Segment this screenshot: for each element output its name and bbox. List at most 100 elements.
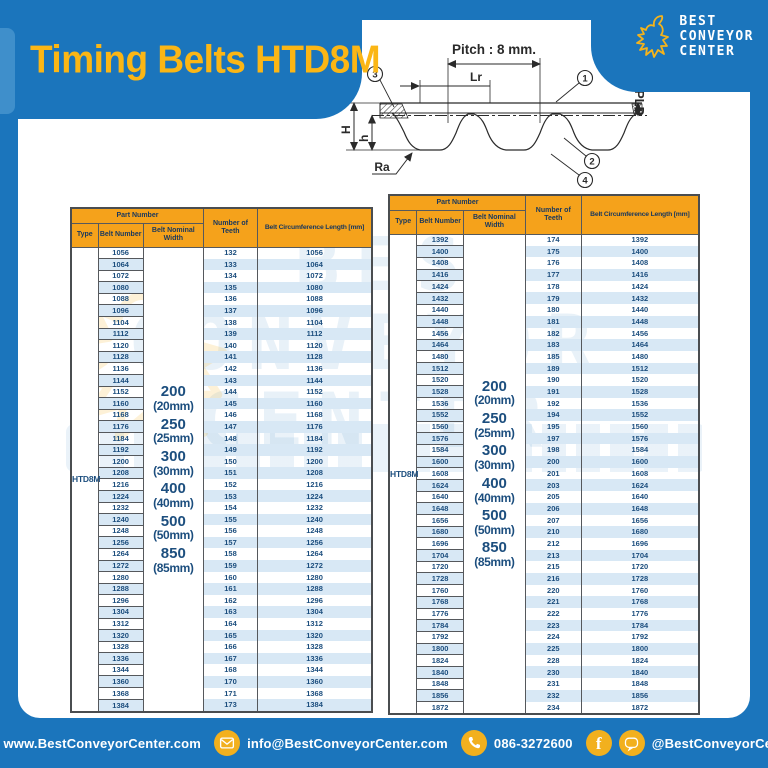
width-group: 500 (50mm) (153, 512, 194, 543)
width-group: 400 (40mm) (474, 474, 515, 505)
circumference-length-cell: 1184 (306, 433, 323, 443)
circumference-length-cell: 1416 (581, 269, 699, 281)
belt-number-cell: 1768 (416, 595, 464, 609)
circumference-length-cell: 1656 (631, 515, 649, 525)
belt-number-cell: 1272 (97, 559, 144, 573)
belt-number-cell: 1784 (416, 619, 464, 632)
footer-social-text: @BestConveyorCenter (651, 735, 768, 751)
belt-number-cell: 1384 (97, 698, 144, 713)
belt-number-cell: 1824 (416, 654, 464, 667)
circumference-length-cell: 1424 (631, 281, 649, 291)
type-header: Type (388, 209, 418, 235)
circumference-length-cell: 1584 (631, 445, 649, 455)
teeth-header: Number of Teeth (524, 194, 582, 235)
belt-number-cell: 1704 (416, 549, 464, 562)
teeth-count-cell: 139 (203, 328, 259, 340)
parts-table-right: Part Number Number of Teeth Belt Circumf… (388, 194, 700, 715)
footer-social[interactable]: f @BestConveyorCenter (585, 730, 768, 756)
footer-website[interactable]: www.BestConveyorCenter.com (0, 730, 201, 756)
teeth-count-cell: 225 (525, 643, 582, 655)
teeth-count-cell: 153 (203, 490, 259, 503)
teeth-count-cell: 152 (203, 478, 259, 491)
table-row: 1424 178 1424 (389, 280, 699, 293)
circumference-length-cell: 1728 (581, 572, 699, 585)
teeth-count-cell: 171 (203, 687, 259, 700)
table-row: 1704 213 1704 (389, 549, 699, 562)
footer-phone[interactable]: 086-3272600 (460, 730, 573, 756)
teeth-count-cell: 203 (525, 479, 582, 492)
callout-3: 3 (372, 70, 377, 81)
table-row: 1656 207 1656 (389, 514, 699, 527)
belt-number-cell: 1464 (416, 338, 464, 352)
width-group: 400 (40mm) (153, 480, 194, 510)
teeth-count-cell: 212 (525, 537, 582, 550)
teeth-count-cell: 135 (203, 281, 259, 294)
width-header: Belt Nominal Width (142, 222, 204, 248)
belt-number-cell: 1400 (416, 245, 464, 258)
callout-1-circle (576, 69, 594, 87)
table-row: 1792 224 1792 (389, 630, 699, 644)
width-group: 250 (25mm) (153, 415, 194, 446)
width-group: 200 (20mm) (153, 383, 194, 413)
belt-number-cell: 1216 (97, 478, 144, 491)
table-row: 1296 162 1296 (71, 594, 372, 607)
circumference-length-cell: 1088 (306, 294, 323, 304)
circumference-length-cell: 1848 (631, 679, 649, 689)
circumference-length-cell: 1704 (581, 549, 699, 562)
belt-number-cell: 1576 (416, 432, 464, 445)
table-row: 1768 221 1768 (389, 595, 699, 609)
belt-number-cell: 1520 (416, 373, 464, 387)
circumference-length-cell: 1824 (631, 655, 649, 665)
belt-number-cell: 1128 (97, 350, 144, 364)
logo-text-best: BEST (679, 13, 717, 29)
circumference-length-cell: 1760 (631, 585, 649, 595)
belt-number-cell: 1696 (416, 537, 464, 551)
belt-number-cell: 1360 (97, 675, 144, 689)
table-row: 1416 177 1416 (389, 268, 699, 282)
circumference-length-cell: 1384 (257, 699, 372, 712)
circumference-length-cell: 1224 (257, 490, 372, 503)
callout-3-circle (366, 65, 384, 83)
belt-number-cell: 1424 (416, 280, 464, 293)
belt-number-cell: 1560 (416, 420, 464, 434)
table-row: 1136 142 1136 (71, 362, 372, 376)
teeth-count-cell: 223 (525, 619, 582, 632)
circumference-length-cell: 1776 (631, 609, 649, 619)
circumference-length-cell: 1280 (306, 572, 323, 582)
belt-number-cell: 1192 (97, 443, 144, 457)
belt-number-cell: 1760 (416, 584, 464, 597)
table-row: 1200 150 1200 (71, 455, 372, 468)
belt-number-cell: 1512 (416, 362, 464, 375)
circumference-length-cell: 1216 (306, 479, 323, 489)
table-row: 1192 149 1192 (71, 443, 372, 457)
table-row: 1432 179 1432 (389, 291, 699, 305)
table-row: 1800 225 1800 (389, 642, 699, 656)
teeth-count-cell: 222 (525, 608, 582, 620)
goat-logo-icon (636, 15, 670, 58)
belt-number-cell: 1728 (416, 572, 464, 586)
circumference-length-cell: 1344 (306, 665, 323, 675)
circumference-length-cell: 1408 (631, 258, 649, 268)
pld-label: PLD (632, 90, 647, 116)
belt-number-cell: 1344 (97, 663, 144, 677)
belt-number-cell: 1064 (97, 258, 144, 271)
table-row: 1096 137 1096 (71, 304, 372, 318)
teeth-count-cell: 189 (525, 362, 582, 375)
table-row: 1320 165 1320 (71, 629, 372, 642)
belt-number-cell: 1248 (97, 524, 144, 538)
teeth-count-cell: 142 (203, 362, 259, 375)
callout-1: 1 (582, 74, 588, 85)
teeth-count-cell: 150 (203, 455, 259, 468)
table-row: 1072 134 1072 (71, 269, 372, 283)
teeth-count-cell: 220 (525, 584, 582, 597)
callout-4-circle (576, 171, 594, 189)
belt-number-cell: 1224 (97, 489, 144, 503)
side-accent-tab (0, 28, 15, 114)
teeth-count-cell: 177 (525, 269, 582, 281)
belt-number-cell: 1336 (97, 652, 144, 665)
footer-email[interactable]: info@BestConveyorCenter.com (214, 730, 448, 756)
page-title: Timing Belts HTD8M (30, 37, 381, 81)
table-row: 1600 200 1600 (389, 455, 699, 469)
table-row: 1184 148 1184 (71, 432, 372, 445)
belt-number-cell: 1240 (97, 513, 144, 526)
